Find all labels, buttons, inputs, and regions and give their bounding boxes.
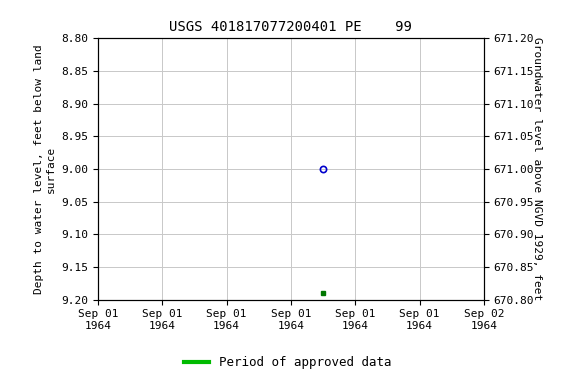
Title: USGS 401817077200401 PE    99: USGS 401817077200401 PE 99 (169, 20, 412, 35)
Legend: Period of approved data: Period of approved data (179, 351, 397, 374)
Y-axis label: Depth to water level, feet below land
surface: Depth to water level, feet below land su… (34, 44, 56, 294)
Y-axis label: Groundwater level above NGVD 1929, feet: Groundwater level above NGVD 1929, feet (532, 37, 543, 301)
